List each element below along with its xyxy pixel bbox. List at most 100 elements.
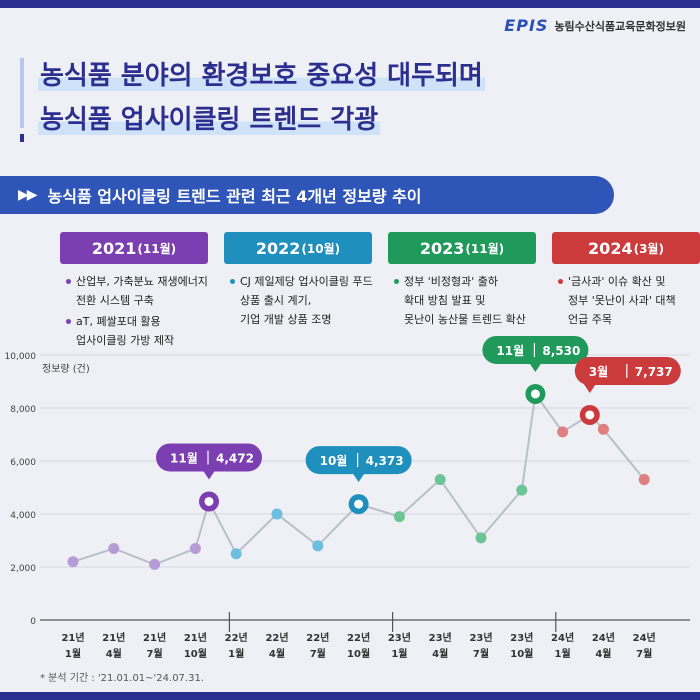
title-line-2: 농식품 업사이클링 트렌드 각광 — [38, 105, 381, 135]
data-point — [516, 484, 528, 496]
x-tick-label: 22년 — [347, 631, 370, 644]
year-month-label: (10월) — [301, 241, 341, 256]
x-tick-label: 7월 — [310, 648, 326, 660]
x-tick-label: 10월 — [347, 648, 370, 660]
y-axis-label: 정보량 (건) — [42, 363, 90, 375]
title-line-1: 농식품 분야의 환경보호 중요성 대두되며 — [38, 61, 485, 91]
x-tick-label: 7월 — [147, 648, 163, 660]
callout-bubble — [482, 335, 589, 364]
y-tick-label: 10,000 — [5, 352, 37, 362]
y-tick-label: 6,000 — [10, 458, 36, 468]
x-tick-label: 24년 — [592, 631, 615, 644]
bullet-icon — [230, 279, 235, 284]
year-label: 2022 — [255, 238, 301, 258]
callout-value: 8,530 — [542, 344, 580, 358]
x-tick-label: 24년 — [633, 631, 656, 644]
data-point — [638, 474, 650, 486]
highlight-point-center — [585, 410, 595, 420]
bottom-bar — [0, 692, 700, 700]
play-arrows-icon: ▶▶ — [18, 187, 37, 203]
x-tick-label: 21년 — [184, 631, 207, 644]
callout-month: 10월 — [320, 453, 348, 468]
callout-pointer — [203, 470, 215, 480]
callout-value: 4,373 — [366, 454, 404, 468]
year-label: 2021 — [91, 238, 137, 258]
year-notes-2024: '금사과' 이슈 확산 및 정부 '못난이 사과' 대책 언급 주목 — [558, 272, 700, 331]
year-month-label: (11월) — [465, 241, 505, 256]
x-tick-label: 7월 — [636, 648, 652, 660]
note-item: 정부 '비정형과' 출하 확대 방침 발표 및 못난이 농산물 트렌드 확산 — [394, 272, 544, 329]
org-name: 농림수산식품교육문화정보원 — [554, 19, 686, 33]
x-tick-label: 1월 — [65, 648, 81, 660]
x-tick-label: 21년 — [143, 631, 166, 644]
year-header-2023: 2023 (11월) — [388, 232, 536, 264]
x-tick-label: 21년 — [102, 631, 125, 644]
y-tick-label: 8,000 — [10, 405, 36, 415]
callout-value: 7,737 — [635, 365, 673, 379]
bullet-icon — [394, 279, 399, 284]
data-point — [149, 558, 161, 570]
bullet-icon — [558, 279, 563, 284]
highlight-point-center — [530, 389, 540, 399]
year-header-2021: 2021 (11월) — [60, 232, 208, 264]
footnote: * 분석 기간 : '21.01.01~'24.07.31. — [40, 673, 205, 684]
callout-month: 11월 — [170, 450, 198, 465]
data-point — [189, 542, 201, 554]
year-notes-2021: 산업부, 가축분뇨 재생에너지 전환 시스템 구축 aT, 폐쌀포대 활용 업사이클링… — [66, 272, 216, 352]
x-tick-label: 4월 — [269, 648, 285, 660]
data-point — [475, 532, 487, 544]
callout-pointer — [352, 473, 365, 483]
callout-bubble — [574, 356, 681, 385]
bullet-icon — [66, 319, 71, 324]
page-title: 농식품 분야의 환경보호 중요성 대두되며 농식품 업사이클링 트렌드 각광 — [38, 54, 485, 142]
callout-bubble — [156, 443, 262, 472]
x-tick-label: 7월 — [473, 648, 489, 660]
x-tick-label: 24년 — [551, 631, 574, 644]
x-tick-label: 22년 — [265, 631, 288, 644]
year-label: 2023 — [419, 238, 465, 258]
title-accent — [20, 58, 24, 128]
bullet-icon — [66, 279, 71, 284]
title-dot — [20, 134, 24, 142]
note-item: CJ 제일제당 업사이클링 푸드 상품 출시 계기, 기업 개발 상품 조명 — [230, 272, 380, 329]
year-notes-2023: 정부 '비정형과' 출하 확대 방침 발표 및 못난이 농산물 트렌드 확산 — [394, 272, 544, 331]
highlight-point-center — [204, 496, 214, 506]
y-tick-label: 4,000 — [10, 511, 36, 521]
x-tick-label: 23년 — [510, 631, 533, 644]
callout-pointer — [583, 383, 596, 393]
x-tick-label: 22년 — [306, 631, 329, 644]
year-header-2022: 2022 (10월) — [224, 232, 372, 264]
x-tick-label: 21년 — [61, 631, 84, 644]
x-tick-label: 1월 — [228, 648, 244, 660]
data-point — [434, 474, 446, 486]
callout-bubble — [305, 446, 412, 475]
data-point — [271, 508, 283, 520]
section-header: ▶▶ 농식품 업사이클링 트렌드 관련 최근 4개년 정보량 추이 — [0, 176, 614, 214]
callout-month: 11월 — [496, 343, 524, 358]
x-tick-label: 4월 — [595, 648, 611, 660]
y-tick-label: 0 — [30, 617, 36, 627]
x-tick-label: 10월 — [510, 648, 533, 660]
top-bar — [0, 0, 700, 8]
data-point — [557, 426, 569, 438]
highlight-point-center — [354, 499, 364, 509]
data-point — [312, 540, 324, 552]
callout-month: 3월 — [589, 364, 608, 379]
year-header-2024: 2024 (3월) — [552, 232, 700, 264]
note-item: aT, 폐쌀포대 활용 업사이클링 가방 제작 — [66, 312, 216, 350]
x-tick-label: 10월 — [184, 648, 207, 660]
data-point — [597, 423, 609, 435]
x-tick-label: 1월 — [391, 648, 407, 660]
data-point — [230, 548, 242, 560]
year-month-label: (11월) — [137, 241, 177, 256]
note-item: '금사과' 이슈 확산 및 정부 '못난이 사과' 대책 언급 주목 — [558, 272, 700, 329]
data-point — [67, 556, 79, 568]
data-point — [393, 511, 405, 523]
x-tick-label: 23년 — [388, 631, 411, 644]
note-item: 산업부, 가축분뇨 재생에너지 전환 시스템 구축 — [66, 272, 216, 310]
callout-value: 4,472 — [216, 451, 254, 465]
year-label: 2024 — [588, 238, 633, 258]
data-point — [108, 542, 120, 554]
